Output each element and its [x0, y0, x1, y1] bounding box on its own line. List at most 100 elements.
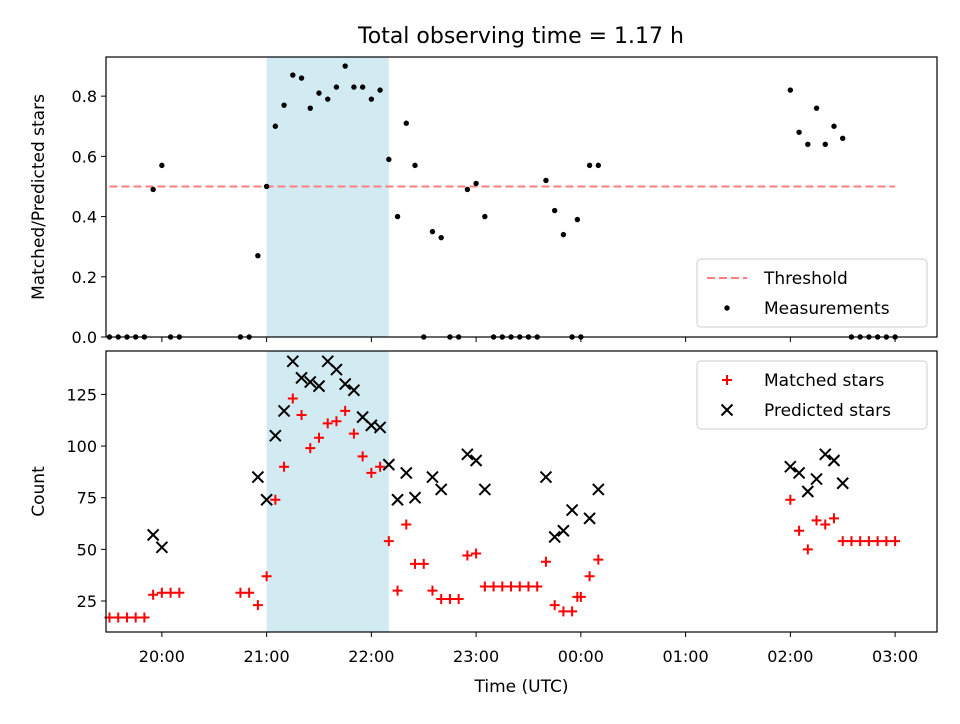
- predicted-star-point: [146, 528, 160, 542]
- measurement-point: [272, 123, 279, 129]
- measurement-point: [316, 90, 322, 96]
- measurement-point: [307, 105, 313, 111]
- measurement-point: [840, 135, 846, 141]
- predicted-star-point: [819, 448, 832, 461]
- predicted-star-point: [338, 377, 352, 391]
- matched-star-point: [340, 405, 351, 416]
- matched-star-point: [811, 515, 822, 526]
- y-tick-label: 0.8: [72, 87, 97, 106]
- predicted-star-point: [539, 470, 553, 484]
- measurement-point: [595, 162, 602, 169]
- measurement-point: [342, 63, 348, 69]
- y-tick-label: 75: [77, 489, 97, 508]
- predicted-star-point: [400, 466, 413, 480]
- predicted-star-point: [260, 493, 273, 506]
- matched-star-point: [261, 571, 272, 582]
- predicted-star-point: [304, 375, 317, 389]
- measurement-point: [412, 162, 418, 169]
- x-tick-label: 20:00: [139, 647, 185, 666]
- measurement-point: [377, 87, 383, 93]
- y-tick-label: 100: [66, 437, 97, 456]
- matched-star-point: [121, 612, 132, 623]
- legend-label: Threshold: [763, 269, 848, 289]
- bottom-panel-counts: 25 50 75 100 125 20:00 21:00 22:00 23:00 00:00 01:…: [29, 350, 938, 697]
- legend: Threshold Measurements: [696, 258, 928, 328]
- legend-box: [696, 258, 928, 328]
- x-tick-label: 02:00: [767, 647, 813, 666]
- axes-frame: [105, 350, 938, 633]
- matched-star-point: [418, 558, 429, 569]
- matched-star-point: [279, 461, 290, 472]
- matched-star-point: [305, 443, 316, 454]
- predicted-star-point: [461, 448, 474, 461]
- measurement-point: [822, 141, 828, 148]
- measurement-point: [551, 207, 558, 214]
- matched-star-point: [366, 467, 377, 478]
- measurement-point: [255, 253, 261, 259]
- axes-frame: [105, 56, 938, 338]
- x-tick-label: 00:00: [558, 647, 604, 666]
- y-tick-label: 50: [77, 540, 97, 559]
- measurement-point: [298, 75, 305, 81]
- matched-star-point: [584, 571, 595, 582]
- top-panel-ratio: 0.0 0.2 0.4 0.6 0.8 Matched/Predicted stars Th…: [29, 56, 938, 347]
- legend-label: Predicted stars: [764, 401, 891, 421]
- measurement-point: [403, 120, 409, 126]
- measurement-point: [359, 84, 366, 90]
- matched-star-point: [488, 581, 499, 592]
- measurement-point: [831, 123, 837, 129]
- measurement-point: [787, 87, 794, 93]
- matched-star-point: [252, 600, 263, 611]
- measurement-point: [586, 162, 593, 169]
- predicted-star-point: [784, 460, 797, 473]
- matched-star-point: [235, 587, 246, 598]
- predicted-star-point: [295, 371, 308, 385]
- matched-star-point: [558, 606, 569, 617]
- matched-star-point: [383, 536, 394, 547]
- matched-star-point: [890, 536, 901, 547]
- matched-star-point: [165, 587, 176, 598]
- predicted-star-point: [810, 472, 823, 486]
- y-tick-label: 0.4: [72, 208, 97, 227]
- predicted-star-point: [583, 512, 596, 525]
- matched-star-point: [174, 587, 185, 598]
- predicted-star-point: [836, 477, 849, 490]
- y-tick-label: 25: [77, 592, 97, 611]
- predicted-star-point: [391, 493, 404, 506]
- measurement-point: [281, 102, 287, 108]
- matched-star-point: [567, 606, 578, 617]
- matched-star-point: [348, 428, 359, 439]
- matched-star-point: [436, 593, 447, 604]
- measurement-point: [429, 228, 436, 235]
- matched-star-point: [392, 585, 403, 596]
- matched-star-point: [148, 589, 159, 600]
- matched-star-point: [471, 548, 482, 559]
- measurement-point: [325, 96, 331, 102]
- matched-star-point: [820, 519, 831, 530]
- measurement-point: [351, 84, 357, 90]
- predicted-star-point: [827, 454, 841, 467]
- y-tick-label: 0.6: [72, 147, 97, 166]
- x-tick-label: 01:00: [663, 647, 709, 666]
- matched-star-point: [156, 587, 167, 598]
- predicted-star-point: [469, 454, 483, 467]
- legend-label: Measurements: [764, 299, 890, 319]
- legend-predicted-swatch: [720, 403, 734, 417]
- legend-label: Matched stars: [764, 371, 884, 391]
- measurement-point: [394, 213, 401, 220]
- predicted-star-point: [155, 541, 169, 554]
- predicted-star-point: [408, 491, 422, 504]
- matched-star-point: [479, 581, 490, 592]
- matched-star-point: [540, 556, 551, 567]
- predicted-star-point: [277, 404, 291, 418]
- highlight-span: [266, 351, 389, 632]
- matched-star-point: [139, 612, 150, 623]
- predicted-star-point: [792, 466, 806, 480]
- measurement-point: [150, 186, 156, 193]
- matched-star-point: [785, 494, 796, 505]
- y-tick-label: 125: [66, 385, 97, 404]
- predicted-star-point: [347, 384, 361, 397]
- predicted-star-point: [565, 503, 579, 517]
- measurement-point: [543, 177, 549, 184]
- matched-star-point: [313, 432, 324, 443]
